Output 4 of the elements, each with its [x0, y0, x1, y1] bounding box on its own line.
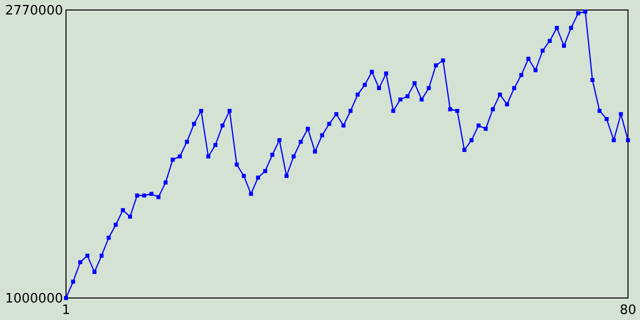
y-tick-label: 1000000 [5, 292, 63, 307]
x-tick-label: 1 [62, 303, 70, 318]
x-tick-label: 80 [620, 303, 636, 318]
y-tick-label: 2770000 [5, 4, 63, 19]
